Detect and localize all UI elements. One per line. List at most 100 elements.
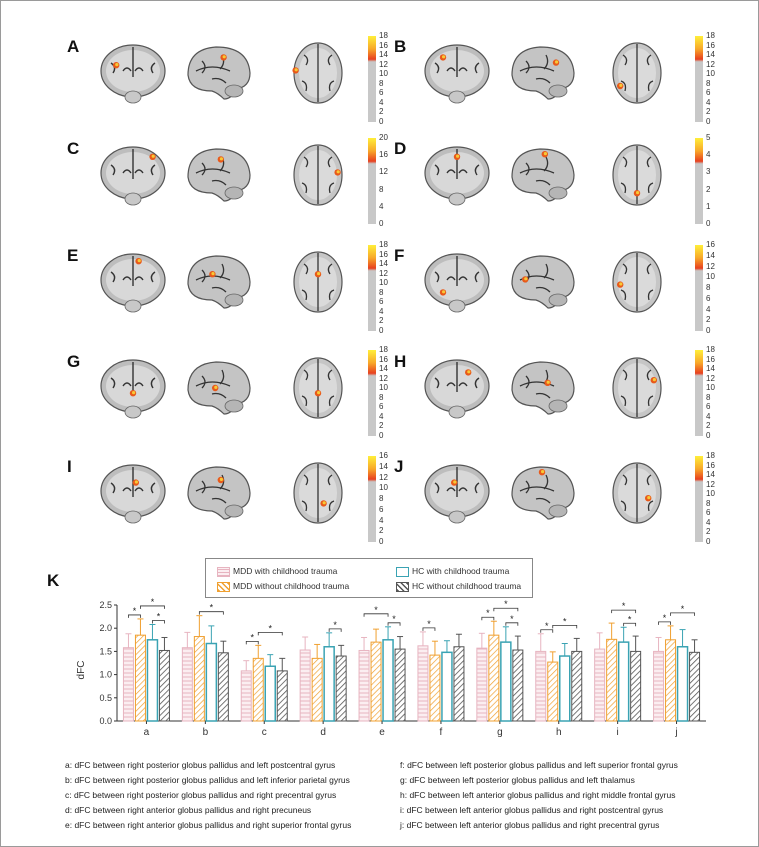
y-tick-label: 0.0 — [99, 716, 112, 726]
colorbar-tick-label: 10 — [379, 483, 388, 493]
bar — [394, 648, 406, 722]
panel-letter: C — [67, 139, 80, 158]
colorbar-tick-label: 8 — [706, 283, 711, 292]
colorbar-tick-label: 12 — [379, 167, 388, 177]
bar — [358, 649, 370, 722]
bar — [689, 651, 701, 722]
significance-star: * — [250, 632, 254, 642]
colorbar-tick-label: 0 — [706, 117, 711, 126]
panel-letter: F — [394, 246, 405, 265]
bar — [488, 634, 500, 722]
significance-star: * — [333, 620, 337, 630]
axial-slice — [293, 462, 343, 524]
bar — [205, 642, 218, 722]
coronal-slice — [424, 359, 490, 419]
colorbar-tick-label: 2 — [706, 184, 711, 194]
significance-star: * — [545, 621, 549, 631]
footnote-i: i: dFC between left anterior globus pall… — [400, 805, 664, 815]
significance-star: * — [486, 608, 490, 618]
sagittal-slice — [187, 466, 251, 520]
footnote-a: a: dFC between right posterior globus pa… — [65, 760, 336, 770]
colorbar-tick-label: 2 — [706, 527, 711, 537]
significance-star: * — [663, 613, 667, 623]
colorbar-tick-label: 4 — [706, 304, 711, 314]
x-tick-label: b — [203, 727, 209, 738]
colorbar-tick-label: 0 — [379, 537, 384, 546]
activation-blob-core — [211, 272, 215, 276]
colorbar: 18 16 14 12 10 8 6 4 2 0 — [695, 452, 735, 548]
coronal-slice — [100, 464, 166, 524]
sagittal-slice — [511, 255, 575, 309]
legend-label: MDD with childhood trauma — [233, 566, 338, 576]
colorbar-tick-label: 12 — [706, 373, 715, 383]
bar — [617, 641, 630, 722]
bar — [158, 649, 170, 722]
colorbar-gradient — [368, 456, 376, 542]
colorbar: 18 16 14 12 10 8 6 4 2 0 — [368, 241, 408, 337]
bar — [146, 639, 159, 722]
significance-star: * — [504, 599, 508, 609]
x-tick-label: e — [379, 727, 385, 738]
significance-bracket — [670, 612, 695, 616]
colorbar-tick-label: 10 — [379, 69, 388, 79]
significance-star: * — [622, 601, 626, 611]
colorbar-tick-label: 4 — [706, 411, 711, 421]
axial-slice — [293, 251, 343, 313]
x-tick-label: i — [617, 727, 619, 738]
colorbar-tick-label: 14 — [706, 470, 715, 480]
significance-bracket — [481, 616, 495, 621]
colorbar-tick-label: 4 — [379, 201, 384, 211]
significance-bracket — [623, 622, 637, 627]
bar — [606, 638, 618, 722]
bar — [653, 650, 665, 722]
colorbar-tick-label: 4 — [706, 150, 711, 160]
activation-blob-core — [636, 191, 640, 195]
y-tick-label: 1.5 — [99, 646, 112, 656]
axial-slice — [292, 42, 343, 104]
bar — [264, 665, 276, 722]
significance-bracket — [198, 611, 224, 615]
significance-bracket — [128, 614, 141, 618]
activation-blob-core — [524, 277, 528, 281]
significance-star: * — [392, 614, 396, 624]
legend-label: HC without childhood trauma — [412, 581, 522, 591]
footnote-f: f: dFC between left posterior globus pal… — [400, 760, 678, 770]
colorbar-gradient — [695, 245, 703, 331]
significance-bracket — [658, 621, 671, 625]
colorbar-tick-label: 8 — [706, 78, 711, 88]
colorbar-gradient — [368, 245, 376, 331]
activation-blob-core — [456, 154, 460, 158]
colorbar-tick-label: 6 — [379, 88, 384, 98]
significance-star: * — [210, 603, 214, 613]
bar — [630, 650, 642, 722]
colorbar-tick-label: 16 — [706, 460, 715, 470]
activation-blob-core — [137, 259, 141, 263]
colorbar-tick-label: 1 — [706, 201, 711, 211]
activation-blob-core — [453, 480, 457, 484]
colorbar-tick-label: 0 — [706, 326, 711, 335]
activation-blob-core — [619, 282, 623, 286]
significance-bracket — [422, 627, 436, 631]
footnote-d: d: dFC between right anterior globus pal… — [65, 805, 312, 815]
significance-bracket — [140, 605, 165, 609]
bar — [512, 649, 524, 722]
panel-letter: G — [67, 352, 81, 371]
significance-bracket — [245, 640, 259, 645]
colorbar-tick-label: 12 — [379, 268, 388, 278]
colorbar-tick-label: 0 — [379, 117, 384, 126]
coronal-slice — [424, 146, 490, 206]
footnote-b: b: dFC between right posterior globus pa… — [65, 775, 350, 785]
coronal-slice — [424, 464, 490, 524]
significance-bracket — [387, 622, 401, 626]
bar — [122, 647, 134, 722]
legend-swatch-mdd-without-trauma — [217, 582, 230, 592]
significance-bracket — [328, 628, 342, 632]
bar — [240, 670, 252, 722]
colorbar-tick-label: 4 — [379, 306, 384, 316]
footnote-e: e: dFC between right anterior globus pal… — [65, 820, 352, 830]
colorbar-tick-label: 6 — [379, 402, 384, 412]
y-tick-label: 1.0 — [99, 670, 112, 680]
colorbar-tick-label: 3 — [706, 167, 711, 177]
x-tick-label: f — [440, 727, 443, 738]
sagittal-slice — [187, 148, 251, 202]
